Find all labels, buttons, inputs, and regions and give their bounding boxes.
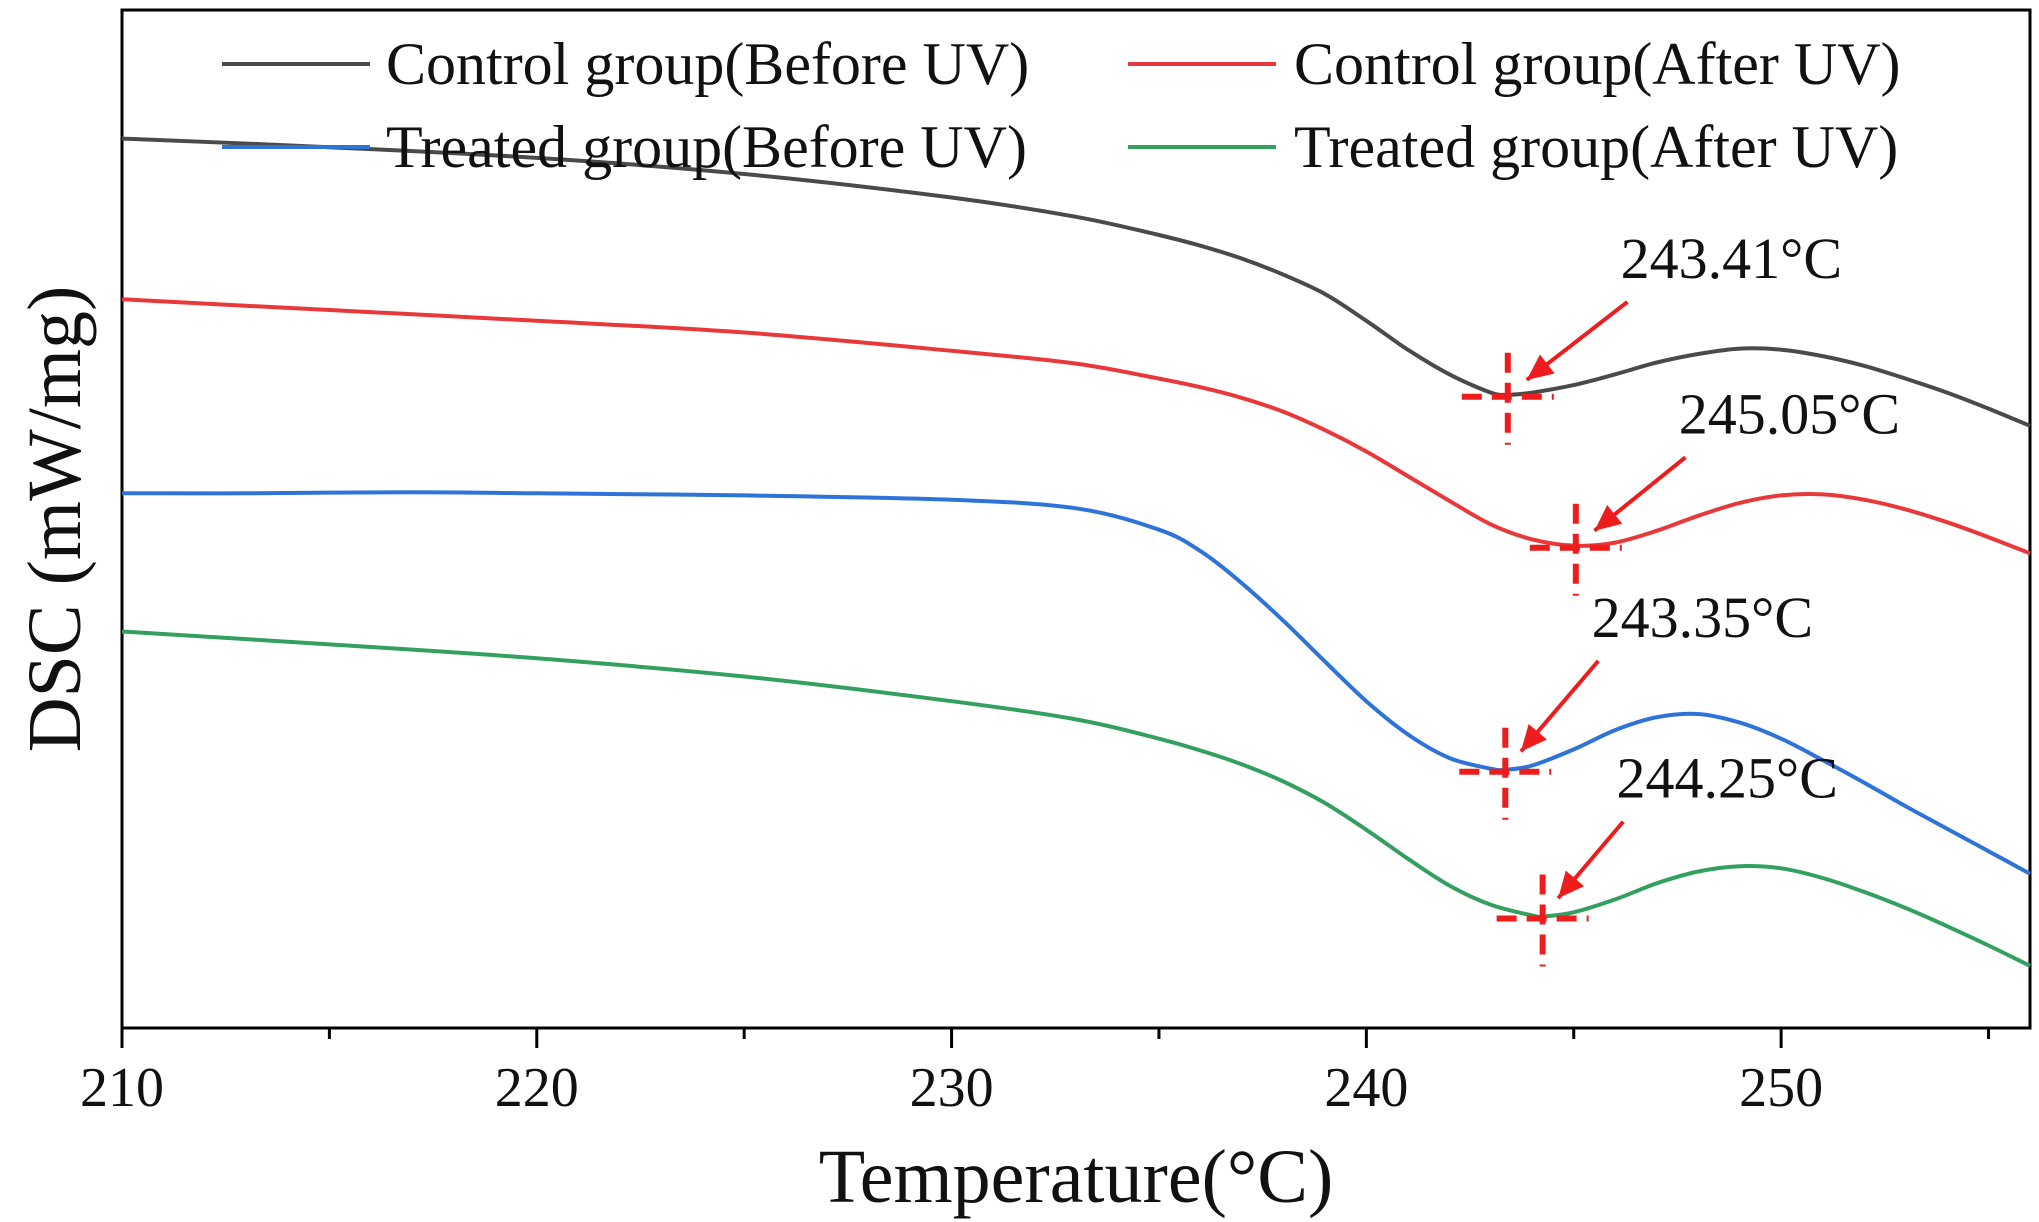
x-tick-label: 240 bbox=[1324, 1057, 1408, 1119]
peak-annotation-2: 243.35°C bbox=[1459, 585, 1813, 820]
legend-label-control-before: Control group(Before UV) bbox=[386, 31, 1029, 97]
annotation-layer: 243.41°C 245.05°C 243.35°C 244.25°C bbox=[1459, 226, 1900, 967]
peak-arrowhead bbox=[1526, 354, 1555, 380]
series-line-3 bbox=[121, 629, 2031, 968]
x-tick-label: 230 bbox=[910, 1057, 994, 1119]
legend-label-treated-after: Treated group(After UV) bbox=[1294, 114, 1898, 180]
x-axis-title: Temperature(°C) bbox=[819, 1135, 1334, 1219]
peak-label: 244.25°C bbox=[1617, 746, 1838, 811]
y-axis-title: DSC (mW/mg) bbox=[13, 286, 97, 753]
peak-arrowhead bbox=[1558, 870, 1585, 899]
peak-arrowhead bbox=[1594, 505, 1623, 531]
legend-label-treated-before: Treated group(Before UV) bbox=[386, 114, 1027, 180]
peak-label: 243.35°C bbox=[1592, 585, 1813, 650]
peak-annotation-3: 244.25°C bbox=[1496, 746, 1838, 967]
legend-label-control-after: Control group(After UV) bbox=[1294, 31, 1901, 97]
x-axis-ticks: 210 220 230 240 250 bbox=[80, 1028, 1991, 1119]
peak-arrowhead bbox=[1520, 723, 1547, 752]
x-tick-label: 220 bbox=[495, 1057, 579, 1119]
peak-annotation-0: 243.41°C bbox=[1461, 226, 1842, 445]
peak-label: 245.05°C bbox=[1679, 381, 1900, 446]
plot-frame bbox=[120, 8, 2032, 1030]
series-line-1 bbox=[121, 297, 2031, 556]
x-tick-label: 250 bbox=[1739, 1057, 1823, 1119]
peak-annotation-1: 245.05°C bbox=[1529, 381, 1900, 596]
peak-label: 243.41°C bbox=[1621, 226, 1842, 291]
x-tick-label: 210 bbox=[80, 1057, 164, 1119]
legend: Control group(Before UV) Control group(A… bbox=[222, 31, 1901, 180]
series-layer bbox=[121, 136, 2031, 968]
series-line-0 bbox=[121, 136, 2031, 428]
series-line-2 bbox=[121, 490, 2031, 876]
